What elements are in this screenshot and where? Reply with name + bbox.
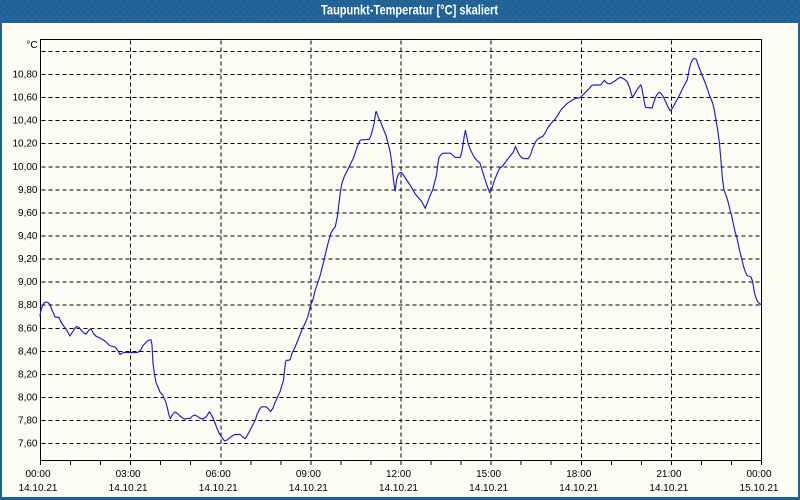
svg-text:21:00: 21:00 [656, 469, 681, 480]
svg-text:8,40: 8,40 [18, 346, 38, 357]
svg-text:10,40: 10,40 [12, 116, 37, 127]
svg-text:14.10.21: 14.10.21 [19, 483, 58, 494]
svg-text:14.10.21: 14.10.21 [199, 483, 238, 494]
svg-text:10,00: 10,00 [12, 162, 37, 173]
svg-text:10,60: 10,60 [12, 93, 37, 104]
svg-text:8,60: 8,60 [18, 323, 38, 334]
svg-text:°C: °C [26, 40, 37, 51]
svg-text:8,20: 8,20 [18, 369, 38, 380]
svg-text:10,20: 10,20 [12, 139, 37, 150]
svg-text:14.10.21: 14.10.21 [379, 483, 418, 494]
svg-text:14.10.21: 14.10.21 [289, 483, 328, 494]
svg-text:14.10.21: 14.10.21 [469, 483, 508, 494]
svg-text:10,80: 10,80 [12, 70, 37, 81]
svg-text:8,00: 8,00 [18, 392, 38, 403]
svg-text:9,60: 9,60 [18, 208, 38, 219]
svg-text:18:00: 18:00 [566, 469, 591, 480]
svg-text:9,00: 9,00 [18, 277, 38, 288]
svg-text:14.10.21: 14.10.21 [109, 483, 148, 494]
svg-text:7,60: 7,60 [18, 439, 38, 450]
svg-text:8,80: 8,80 [18, 300, 38, 311]
svg-text:15:00: 15:00 [476, 469, 501, 480]
svg-text:09:00: 09:00 [296, 469, 321, 480]
svg-text:12:00: 12:00 [386, 469, 411, 480]
svg-text:Taupunkt-Temperatur [°C] skali: Taupunkt-Temperatur [°C] skaliert [321, 2, 498, 18]
svg-text:9,80: 9,80 [18, 185, 38, 196]
svg-text:9,20: 9,20 [18, 254, 38, 265]
svg-text:14.10.21: 14.10.21 [559, 483, 598, 494]
svg-text:9,40: 9,40 [18, 231, 38, 242]
svg-text:00:00: 00:00 [746, 469, 771, 480]
svg-text:06:00: 06:00 [206, 469, 231, 480]
svg-text:7,80: 7,80 [18, 416, 38, 427]
svg-text:03:00: 03:00 [116, 469, 141, 480]
svg-text:14.10.21: 14.10.21 [649, 483, 688, 494]
svg-text:15.10.21: 15.10.21 [740, 483, 779, 494]
svg-text:00:00: 00:00 [25, 469, 50, 480]
